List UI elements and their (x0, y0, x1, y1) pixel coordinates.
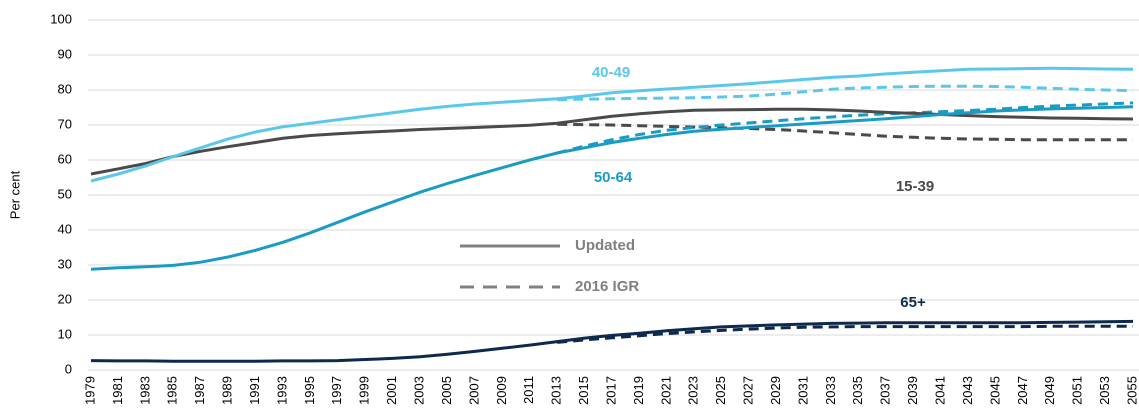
x-tick-label: 2045 (987, 376, 1002, 405)
x-tick-label: 1983 (137, 376, 152, 405)
x-tick-label: 2011 (521, 376, 536, 404)
x-tick-label: 1979 (82, 376, 97, 405)
x-tick-label: 2025 (713, 376, 728, 405)
line-updated (90, 319, 1134, 363)
y-tick-label: 20 (58, 291, 72, 306)
x-tick-label: 2055 (1124, 376, 1139, 405)
line-2016-igr (557, 84, 1134, 102)
x-tick-label: 2017 (603, 376, 618, 405)
x-tick-label: 1987 (192, 376, 207, 405)
line-updated (90, 66, 1134, 183)
y-tick-label: 60 (58, 151, 72, 166)
x-tick-label: 1991 (247, 376, 262, 405)
y-tick-label: 100 (50, 11, 72, 26)
y-tick-label: 40 (58, 221, 72, 236)
line-updated (90, 105, 1134, 271)
x-tick-label: 2029 (768, 376, 783, 405)
y-tick-label: 80 (58, 81, 72, 96)
x-tick-label: 2053 (1097, 376, 1112, 405)
series-label: 40-49 (592, 64, 630, 81)
x-tick-label: 2023 (686, 376, 701, 405)
y-axis-label: Per cent (7, 170, 22, 219)
line-updated (90, 107, 1134, 176)
x-tick-label: 1993 (274, 376, 289, 405)
series-label: 50-64 (594, 169, 633, 186)
x-tick-label: 2033 (823, 376, 838, 405)
x-tick-label: 2009 (494, 376, 509, 405)
y-tick-label: 90 (58, 46, 72, 61)
x-tick-label: 2031 (795, 376, 810, 405)
series-label: 15-39 (896, 178, 934, 195)
x-tick-label: 1985 (165, 376, 180, 405)
x-tick-label: 1997 (329, 376, 344, 405)
y-tick-label: 70 (58, 116, 72, 131)
series-label: 65+ (900, 294, 926, 311)
x-tick-label: 1995 (302, 376, 317, 405)
x-tick-label: 2021 (658, 376, 673, 405)
y-tick-label: 10 (58, 326, 72, 341)
line-2016-igr (557, 122, 1133, 142)
line-2016-igr (557, 324, 1133, 344)
x-tick-label: 2027 (741, 376, 756, 405)
x-tick-label: 2047 (1015, 376, 1030, 405)
x-tick-label: 2049 (1042, 376, 1057, 405)
x-tick-label: 2041 (932, 376, 947, 405)
x-tick-label: 2001 (384, 376, 399, 405)
x-tick-label: 2005 (439, 376, 454, 405)
x-tick-label: 2043 (960, 376, 975, 405)
x-tick-label: 1999 (357, 376, 372, 405)
x-tick-label: 2013 (549, 376, 564, 405)
x-tick-label: 2019 (631, 376, 646, 405)
y-tick-label: 30 (58, 256, 72, 271)
x-tick-label: 1981 (110, 376, 125, 405)
x-tick-label: 2051 (1070, 376, 1085, 405)
x-tick-label: 2037 (878, 376, 893, 405)
x-tick-label: 2015 (576, 376, 591, 405)
y-tick-label: 50 (58, 186, 72, 201)
legend-label: Updated (575, 237, 635, 254)
x-tick-label: 2035 (850, 376, 865, 405)
x-tick-label: 2039 (905, 376, 920, 405)
x-tick-label: 2007 (466, 376, 481, 405)
x-tick-label: 2003 (411, 376, 426, 405)
x-tick-label: 1989 (220, 376, 235, 405)
line-2016-igr (556, 101, 1134, 155)
y-tick-label: 0 (65, 361, 72, 376)
legend-label: 2016 IGR (575, 278, 639, 295)
